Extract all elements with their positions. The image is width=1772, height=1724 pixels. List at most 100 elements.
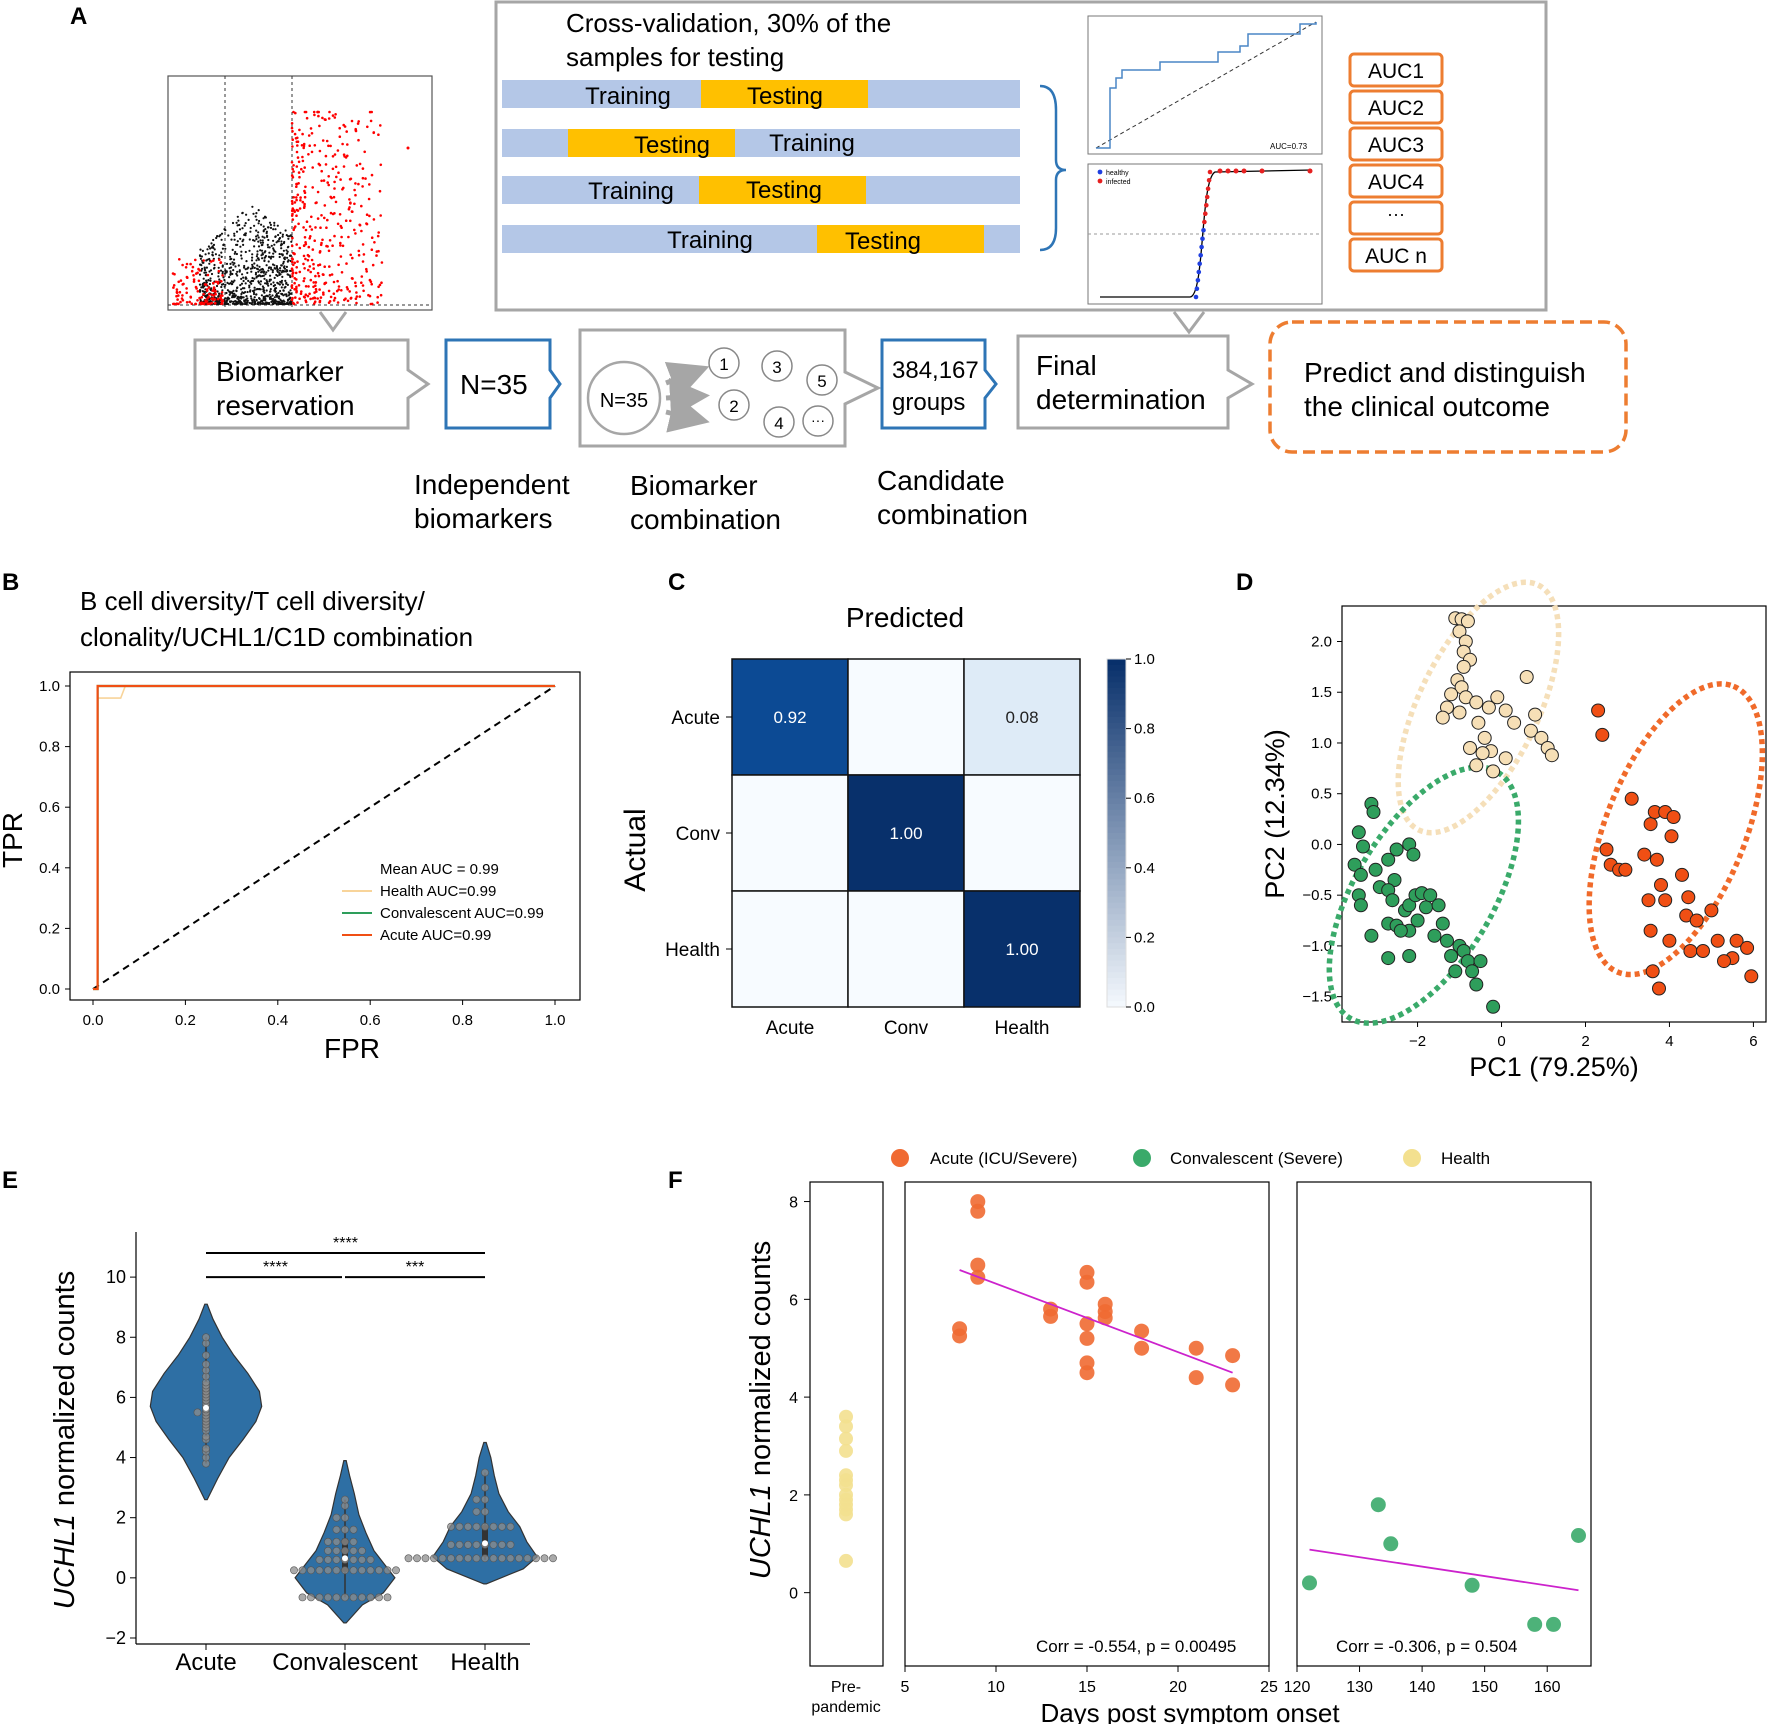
legend-conv: Convalescent (Severe) (1170, 1149, 1343, 1168)
volcano-point (255, 212, 258, 215)
pca-point-convalescent (1351, 825, 1366, 840)
volcano-point-down (212, 297, 215, 300)
volcano-point-down (185, 291, 188, 295)
volcano-point (284, 285, 287, 288)
volcano-point-down (214, 280, 218, 284)
volcano-point (265, 230, 268, 233)
confusion-ytick-label: Acute (671, 708, 720, 729)
volcano-point-up (367, 293, 370, 297)
volcano-point (248, 284, 251, 287)
volcano-point (203, 271, 206, 274)
volcano-point (274, 235, 277, 238)
volcano-point (225, 302, 228, 306)
pca-point-health (1523, 723, 1538, 738)
volcano-point (255, 235, 258, 238)
violin-swarm-point (349, 1546, 358, 1555)
volcano-point (285, 234, 288, 237)
flow-groups-l1: 384,167 (892, 357, 979, 384)
confusion-ytick-label: Conv (676, 824, 721, 845)
violin-xtick-label: Health (450, 1649, 519, 1676)
volcano-point (229, 301, 232, 304)
volcano-point (274, 267, 277, 270)
volcano-point (260, 294, 263, 297)
volcano-point-up (370, 248, 374, 251)
volcano-point-up (307, 245, 311, 249)
volcano-point (264, 228, 267, 231)
pca-point-health (1435, 710, 1450, 725)
volcano-point (270, 268, 273, 271)
volcano-point (282, 262, 285, 265)
violin-swarm-point (315, 1593, 324, 1602)
colorbar-step (1107, 914, 1126, 921)
violin-xtick-label: Acute (175, 1649, 236, 1676)
volcano-point-up (298, 207, 302, 210)
volcano-point-up (357, 120, 361, 123)
sigmoid-point-top (1225, 168, 1231, 174)
volcano-point-down (184, 266, 188, 269)
volcano-point (278, 283, 281, 286)
colorbar-step (1107, 856, 1126, 863)
volcano-point-up (331, 167, 335, 171)
volcano-point-up (349, 253, 353, 257)
volcano-point (256, 287, 259, 291)
timecourse-points (839, 1194, 1586, 1632)
colorbar-step (1107, 850, 1126, 857)
volcano-point-down (220, 302, 223, 306)
volcano-point-up (325, 139, 329, 143)
volcano-point (212, 246, 215, 249)
colorbar-step (1107, 827, 1126, 834)
volcano-point-up (354, 284, 358, 288)
pca-point-health (1490, 690, 1505, 705)
volcano-point (231, 272, 234, 276)
violin-ytick-label: 2 (116, 1508, 126, 1528)
volcano-point-up (340, 271, 344, 274)
volcano-point (249, 230, 252, 233)
colorbar-step (1107, 728, 1126, 735)
volcano-point-up (302, 279, 306, 283)
volcano-point-up (295, 214, 298, 217)
volcano-point-up (354, 182, 357, 185)
volcano-point (257, 222, 260, 225)
violin-ytick-label: 4 (116, 1448, 126, 1468)
cv-pointer (1172, 311, 1206, 335)
timecourse-ylabel-gene: UCHL1 (745, 1484, 777, 1579)
colorbar-step (1107, 780, 1126, 788)
sigmoid-point (1193, 294, 1199, 300)
acute-fit-line (959, 1269, 1233, 1374)
volcano-point-up (333, 296, 337, 300)
volcano-point-up (341, 142, 344, 146)
volcano-point (232, 258, 236, 261)
volcano-point-down (179, 300, 182, 304)
violin-swarm-point (455, 1554, 464, 1563)
volcano-point-up (361, 176, 365, 180)
colorbar-step (1107, 815, 1126, 822)
conv-xtick-label: 120 (1284, 1679, 1311, 1696)
volcano-point (240, 277, 243, 280)
combo-circle-3-label: 3 (772, 358, 781, 377)
pca-point-acute (1624, 791, 1639, 806)
violin-swarm-point (464, 1540, 472, 1549)
volcano-point-up (291, 236, 294, 240)
volcano-point-up (333, 116, 337, 119)
colorbar-step (1107, 693, 1126, 701)
confusion-ylabel: Actual (619, 808, 652, 891)
volcano-point-down (176, 298, 179, 301)
volcano-point (252, 279, 255, 282)
volcano-point-up (361, 185, 364, 188)
volcano-point (270, 297, 273, 300)
violin-swarm-point (298, 1593, 307, 1602)
sigmoid-point (1195, 278, 1201, 283)
volcano-point-up (370, 110, 374, 114)
volcano-point-up (297, 284, 301, 287)
volcano-point (232, 269, 235, 272)
confusion-colorbar: 0.0 0.2 0.4 0.6 0.8 1.0 (1106, 651, 1155, 1016)
volcano-point (278, 272, 281, 275)
combo-circle-1-label: 1 (719, 355, 728, 374)
prepandemic-point (839, 1553, 853, 1568)
volcano-point (241, 273, 244, 276)
volcano-point (260, 244, 263, 247)
volcano-point-down (181, 263, 184, 267)
volcano-point-up (292, 228, 296, 232)
volcano-point-up (346, 154, 349, 158)
volcano-point (259, 301, 262, 304)
